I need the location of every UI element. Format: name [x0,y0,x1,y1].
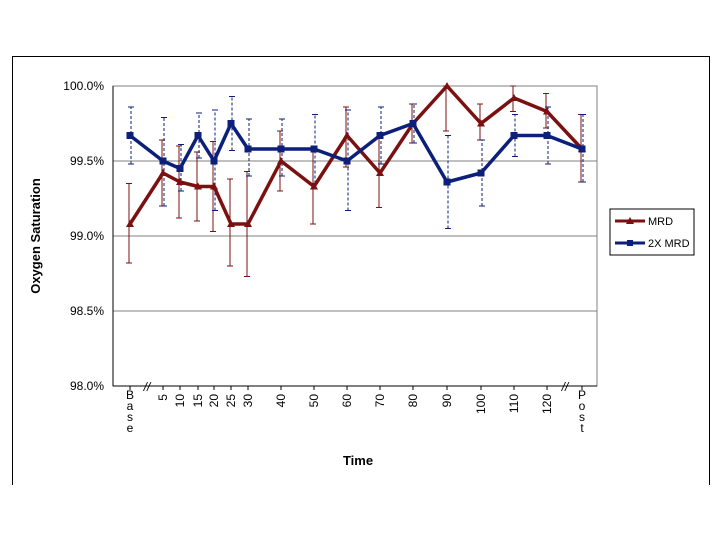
data-point [194,182,202,190]
x-tick-label: 80 [406,394,420,408]
data-point [227,120,235,127]
data-point [543,132,551,139]
axis-break-mark: // [561,380,570,394]
y-tick-label: 98.5% [70,304,104,318]
data-point [176,178,184,185]
data-point [443,178,451,186]
x-tick-label: 25 [224,394,238,408]
legend-marker-mrd [626,217,634,224]
x-tick-label: 70 [373,394,387,408]
x-tick-label: 15 [191,394,205,408]
data-point [376,169,384,176]
x-tick-label: 60 [340,394,354,408]
legend-label-mrd: MRD [648,216,673,228]
data-point [343,157,351,165]
data-point [244,220,252,227]
x-tick-label: 90 [440,394,454,408]
x-tick-label: 100 [474,394,488,414]
y-tick-label: 99.5% [70,154,104,168]
data-point [477,119,485,127]
legend-box [609,208,695,256]
x-tick-label: 110 [507,394,521,413]
tick-labels: 98.0% 98.5% 99.0% 99.5% 100.0% B a s e 5 10 15 20 25 3… [63,79,586,435]
x-tick-label: 50 [307,394,321,408]
x-tick-label: 30 [241,394,255,408]
y-tick-label: 99.0% [70,229,104,243]
error-bars [126,85,586,277]
data-point [443,82,451,89]
data-point [343,131,351,139]
legend-label-2x-mrd: 2X MRD [648,238,690,250]
data-point [126,220,134,227]
y-axis-title: Oxygen Saturation [28,178,43,294]
series-lines [126,82,586,227]
data-point [194,132,202,139]
x-tick-label: 20 [207,394,221,408]
legend-marker-2x-mrd [627,240,633,246]
axes [112,85,598,390]
data-point [159,157,167,165]
data-point [176,165,184,172]
y-tick-label: 98.0% [70,379,104,393]
legend: MRD 2X MRD [609,208,695,256]
chart-frame [12,56,710,485]
data-point [477,169,485,177]
data-point [210,157,218,165]
data-point [578,145,586,153]
x-tick-label: 5 [156,394,170,401]
data-point [277,145,285,153]
data-point [277,157,285,164]
data-point [510,94,518,101]
x-tick-label: 120 [540,394,554,414]
data-point [159,169,167,176]
data-point [376,132,384,139]
y-tick-label: 100.0% [63,79,104,93]
data-point [409,120,417,127]
data-point [227,220,235,227]
data-point [543,107,551,115]
x-tick-label: 10 [173,394,187,408]
x-axis-title: Time [343,453,373,468]
axis-break-mark: // [143,380,152,394]
x-tick-label: 40 [274,394,288,408]
data-point [310,182,318,190]
data-point [510,132,518,139]
data-point [244,145,252,153]
data-point [310,145,318,153]
data-point [210,182,218,190]
gridlines [113,85,597,312]
data-point [126,132,134,139]
